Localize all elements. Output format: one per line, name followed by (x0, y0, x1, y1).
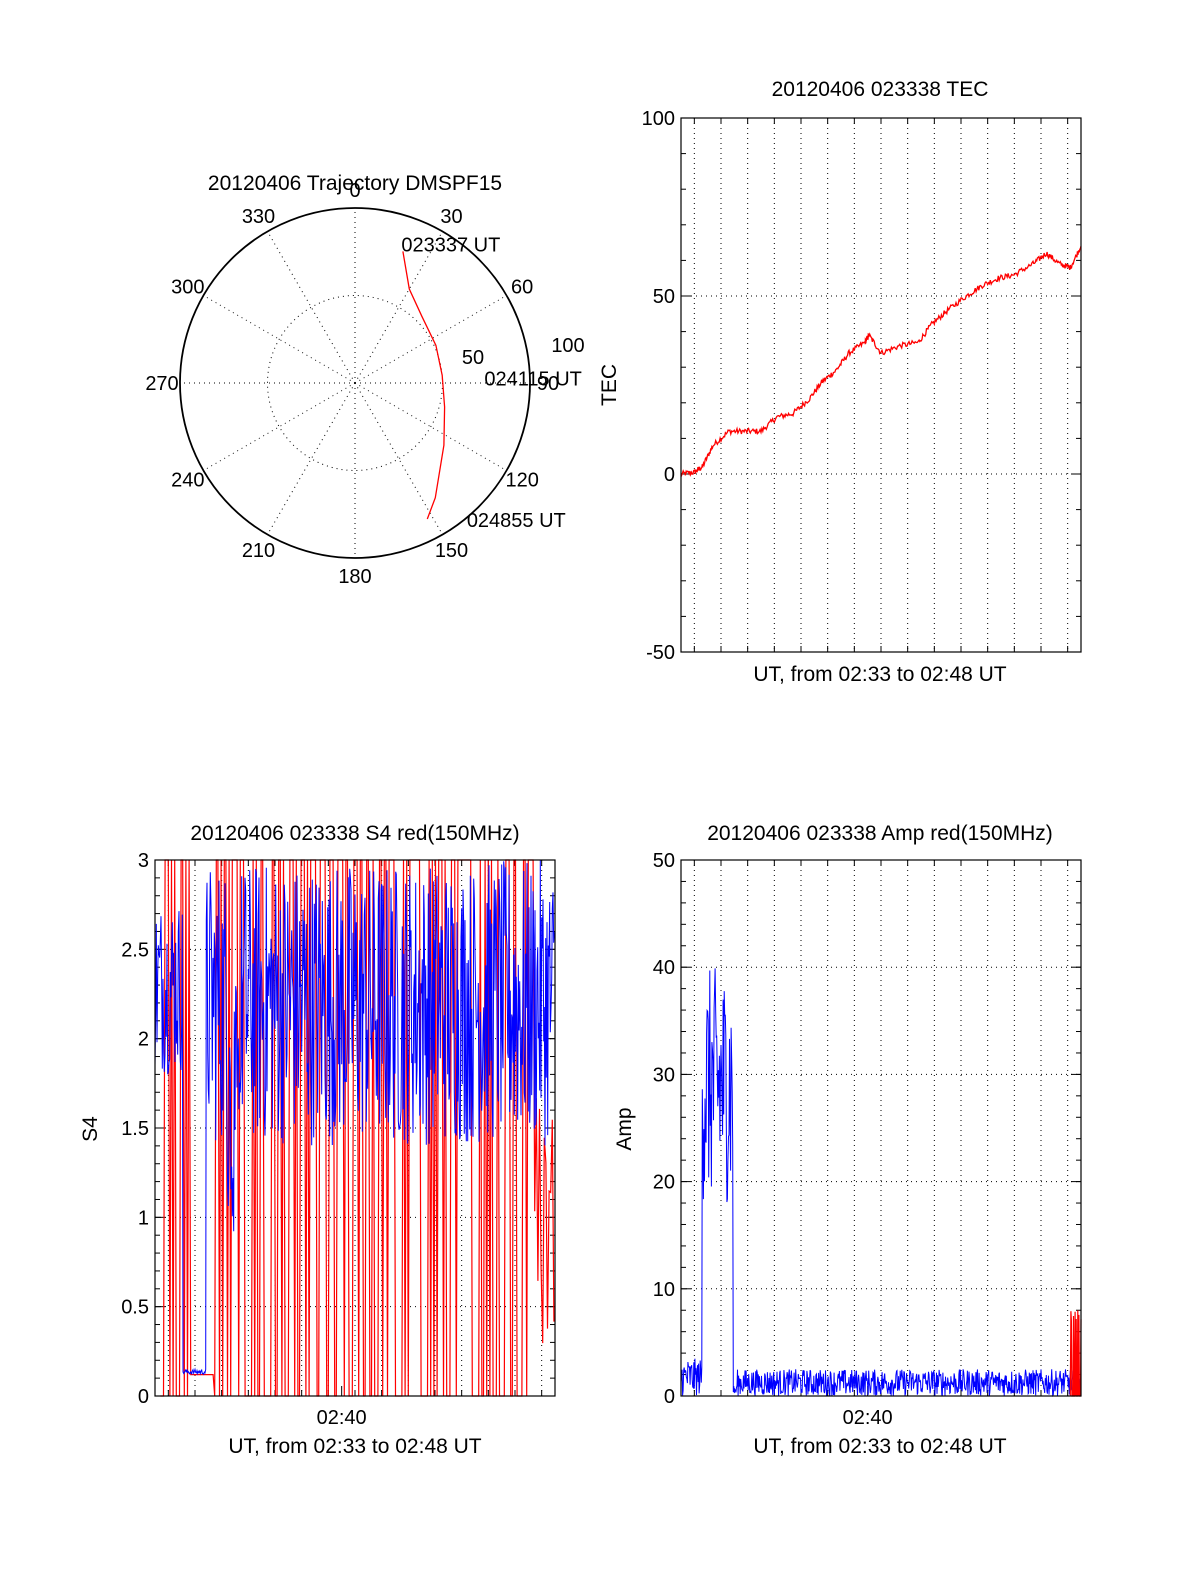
amp-panel: 20120406 023338 Amp red(150MHz) UT, from… (613, 822, 1082, 1458)
amp-xlabel: UT, from 02:33 to 02:48 UT (753, 1435, 1006, 1458)
polar-radial-label: 50 (462, 347, 484, 369)
polar-spoke (354, 382, 443, 535)
s4-blue-series (154, 860, 555, 1376)
polar-azimuth-label: 30 (440, 206, 462, 228)
polar-spoke (354, 382, 507, 471)
s4-xlabel: UT, from 02:33 to 02:48 UT (228, 1435, 481, 1458)
amp-ytick-label: 40 (653, 957, 675, 979)
tec-title: 20120406 023338 TEC (772, 78, 989, 101)
amp-frame (680, 859, 1082, 1397)
polar-azimuth-label: 60 (511, 277, 533, 299)
s4-ytick-label: 0 (138, 1386, 149, 1408)
amp-ytick-label: 30 (653, 1064, 675, 1086)
polar-outer-circle (179, 207, 531, 559)
s4-ylabel: S4 (79, 1116, 102, 1142)
trajectory-time-label: 024855 UT (467, 510, 566, 532)
tec-xlabel: UT, from 02:33 to 02:48 UT (753, 663, 1006, 686)
amp-ytick-label: 20 (653, 1172, 675, 1194)
polar-azimuth-label: 270 (145, 373, 178, 395)
polar-azimuth-label: 0 (349, 180, 360, 202)
amp-ylabel: Amp (613, 1107, 636, 1150)
tec-ytick-label: -50 (646, 642, 675, 664)
polar-azimuth-label: 90 (537, 373, 559, 395)
polar-spoke (203, 382, 356, 471)
polar-spoke (203, 295, 356, 384)
polar-azimuth-label: 300 (171, 277, 204, 299)
trajectory-time-label: 024115 UT (484, 368, 581, 390)
tec-ylabel: TEC (598, 364, 621, 406)
amp-xtick-label: 02:40 (843, 1407, 893, 1429)
s4-ytick-label: 1 (138, 1207, 149, 1229)
amp-red-series (1069, 1310, 1082, 1397)
polar-azimuth-label: 120 (505, 470, 538, 492)
polar-azimuth-label: 150 (435, 540, 468, 562)
s4-ytick-label: 3 (138, 850, 149, 872)
polar-azimuth-label: 210 (242, 540, 275, 562)
polar-azimuth-label: 330 (242, 206, 275, 228)
trajectory-polar-panel: 20120406 Trajectory DMSPF15 0 30 60 90 120 15… (145, 172, 584, 588)
tec-ytick-label: 100 (642, 108, 675, 130)
s4-title: 20120406 023338 S4 red(150MHz) (190, 822, 519, 845)
s4-ytick-label: 0.5 (121, 1297, 149, 1319)
amp-title: 20120406 023338 Amp red(150MHz) (707, 822, 1053, 845)
polar-spoke (354, 231, 443, 384)
s4-ytick-label: 2 (138, 1029, 149, 1051)
amp-ytick-label: 0 (664, 1386, 675, 1408)
polar-azimuth-label: 240 (171, 470, 204, 492)
amp-ytick-label: 10 (653, 1279, 675, 1301)
tec-ytick-label: 50 (653, 286, 675, 308)
amp-blue-series (680, 968, 1082, 1398)
s4-xtick-label: 02:40 (317, 1407, 367, 1429)
s4-frame (154, 859, 556, 1397)
trajectory-time-label: 023337 UT (401, 234, 500, 256)
tec-series-line (680, 246, 1082, 477)
s4-ytick-label: 1.5 (121, 1118, 149, 1140)
s4-panel: 20120406 023338 S4 red(150MHz) UT, from … (79, 822, 556, 1458)
polar-azimuth-label: 180 (338, 566, 371, 588)
s4-ytick-label: 2.5 (121, 939, 149, 961)
polar-spoke (267, 382, 356, 535)
polar-spoke (267, 231, 356, 384)
tec-frame (680, 117, 1082, 653)
tec-ytick-label: 0 (664, 464, 675, 486)
tec-panel: 20120406 023338 TEC UT, from 02:33 to 02… (598, 78, 1082, 686)
polar-spoke (354, 295, 507, 384)
polar-radial-label: 100 (551, 335, 584, 357)
amp-ytick-label: 50 (653, 850, 675, 872)
polar-title: 20120406 Trajectory DMSPF15 (208, 172, 502, 195)
trajectory-track (402, 251, 446, 520)
